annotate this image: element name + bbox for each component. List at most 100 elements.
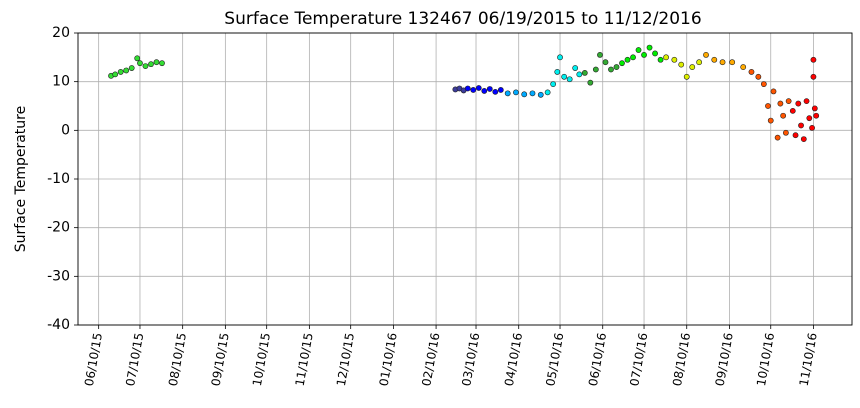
x-tick-label: 11/10/15	[293, 332, 316, 388]
y-tick-label: -40	[47, 317, 70, 333]
x-tick-label: 07/10/16	[627, 332, 650, 388]
data-point	[711, 56, 718, 63]
data-point	[557, 54, 563, 61]
data-point	[624, 56, 631, 63]
data-point	[608, 66, 614, 73]
y-axis-label: Surface Temperature	[13, 106, 29, 252]
data-point	[153, 59, 160, 66]
data-point	[504, 90, 511, 97]
x-tick-label: 08/10/16	[670, 332, 693, 388]
plot-frame	[77, 32, 853, 326]
data-point	[798, 122, 804, 129]
data-point	[544, 89, 551, 96]
data-point	[696, 59, 703, 66]
data-point	[770, 88, 777, 95]
data-point	[657, 56, 664, 63]
data-point	[148, 61, 154, 68]
data-point	[592, 66, 599, 73]
data-point	[782, 129, 789, 136]
x-tick-label: 03/10/16	[459, 332, 482, 388]
data-point	[581, 70, 588, 76]
data-point	[159, 60, 165, 67]
data-point	[117, 69, 124, 75]
data-point	[619, 60, 625, 67]
data-point	[137, 60, 143, 67]
data-point	[792, 132, 799, 139]
data-point	[760, 81, 767, 87]
x-tick-label: 08/10/15	[166, 332, 189, 388]
data-point	[537, 91, 544, 98]
data-point	[112, 71, 119, 78]
data-point	[652, 50, 658, 57]
x-tick-label: 07/10/15	[123, 332, 146, 388]
data-point	[777, 100, 784, 107]
data-point	[587, 79, 594, 86]
data-point	[789, 107, 796, 114]
chart-title: Surface Temperature 132467 06/19/2015 to…	[224, 9, 701, 29]
data-point	[703, 52, 709, 58]
data-point	[813, 112, 820, 119]
data-point	[602, 59, 609, 66]
data-point	[774, 134, 781, 141]
data-point	[521, 91, 528, 98]
y-tick-label: 20	[52, 25, 70, 41]
data-point	[641, 52, 647, 58]
x-tick-label: 12/10/15	[334, 332, 357, 388]
y-tick-label: -30	[47, 268, 70, 284]
data-point	[765, 103, 771, 109]
data-point	[810, 73, 817, 80]
data-point	[470, 87, 477, 93]
y-tick-label: -10	[47, 171, 70, 187]
data-point	[572, 65, 579, 71]
data-point	[550, 81, 557, 87]
data-point	[561, 73, 568, 80]
data-point	[729, 59, 736, 66]
data-point	[597, 52, 603, 58]
data-point	[780, 112, 787, 119]
data-point	[803, 98, 810, 105]
data-point	[513, 89, 519, 96]
data-point	[748, 69, 755, 75]
data-point	[810, 56, 817, 63]
data-point	[554, 69, 561, 75]
x-tick-label: 10/10/15	[250, 332, 273, 388]
data-point	[142, 63, 149, 69]
x-tick-label: 09/10/15	[209, 332, 232, 388]
x-tick-label: 10/10/16	[754, 332, 777, 388]
data-point	[811, 105, 818, 112]
x-tick-label: 02/10/16	[419, 332, 442, 388]
data-point	[795, 100, 802, 107]
data-point	[646, 44, 653, 51]
y-tick-label: 10	[52, 74, 70, 90]
x-tick-label: 09/10/16	[713, 332, 736, 388]
x-tick-label: 04/10/16	[502, 332, 525, 388]
x-tick-label: 06/10/16	[586, 332, 609, 388]
data-point	[785, 98, 792, 105]
data-point	[529, 90, 536, 97]
data-point	[630, 54, 636, 61]
data-point	[678, 61, 685, 68]
data-point	[576, 71, 583, 78]
x-tick-label: 06/10/15	[82, 332, 105, 388]
data-point	[464, 85, 471, 92]
data-point	[492, 88, 499, 95]
data-point	[613, 64, 620, 70]
data-point	[671, 56, 678, 63]
x-tick-label: 11/10/16	[797, 332, 820, 388]
data-point	[635, 47, 642, 53]
y-tick-label: -20	[47, 220, 70, 236]
data-point	[566, 76, 573, 83]
data-point	[486, 86, 493, 92]
data-point	[767, 117, 774, 124]
data-point	[755, 73, 762, 80]
data-point	[683, 73, 690, 80]
data-point	[123, 67, 130, 74]
data-point	[806, 115, 813, 122]
data-point	[497, 87, 504, 93]
data-point	[134, 55, 141, 62]
data-point	[128, 65, 135, 71]
data-point	[740, 64, 747, 70]
data-point	[800, 136, 807, 142]
data-point	[719, 59, 726, 66]
